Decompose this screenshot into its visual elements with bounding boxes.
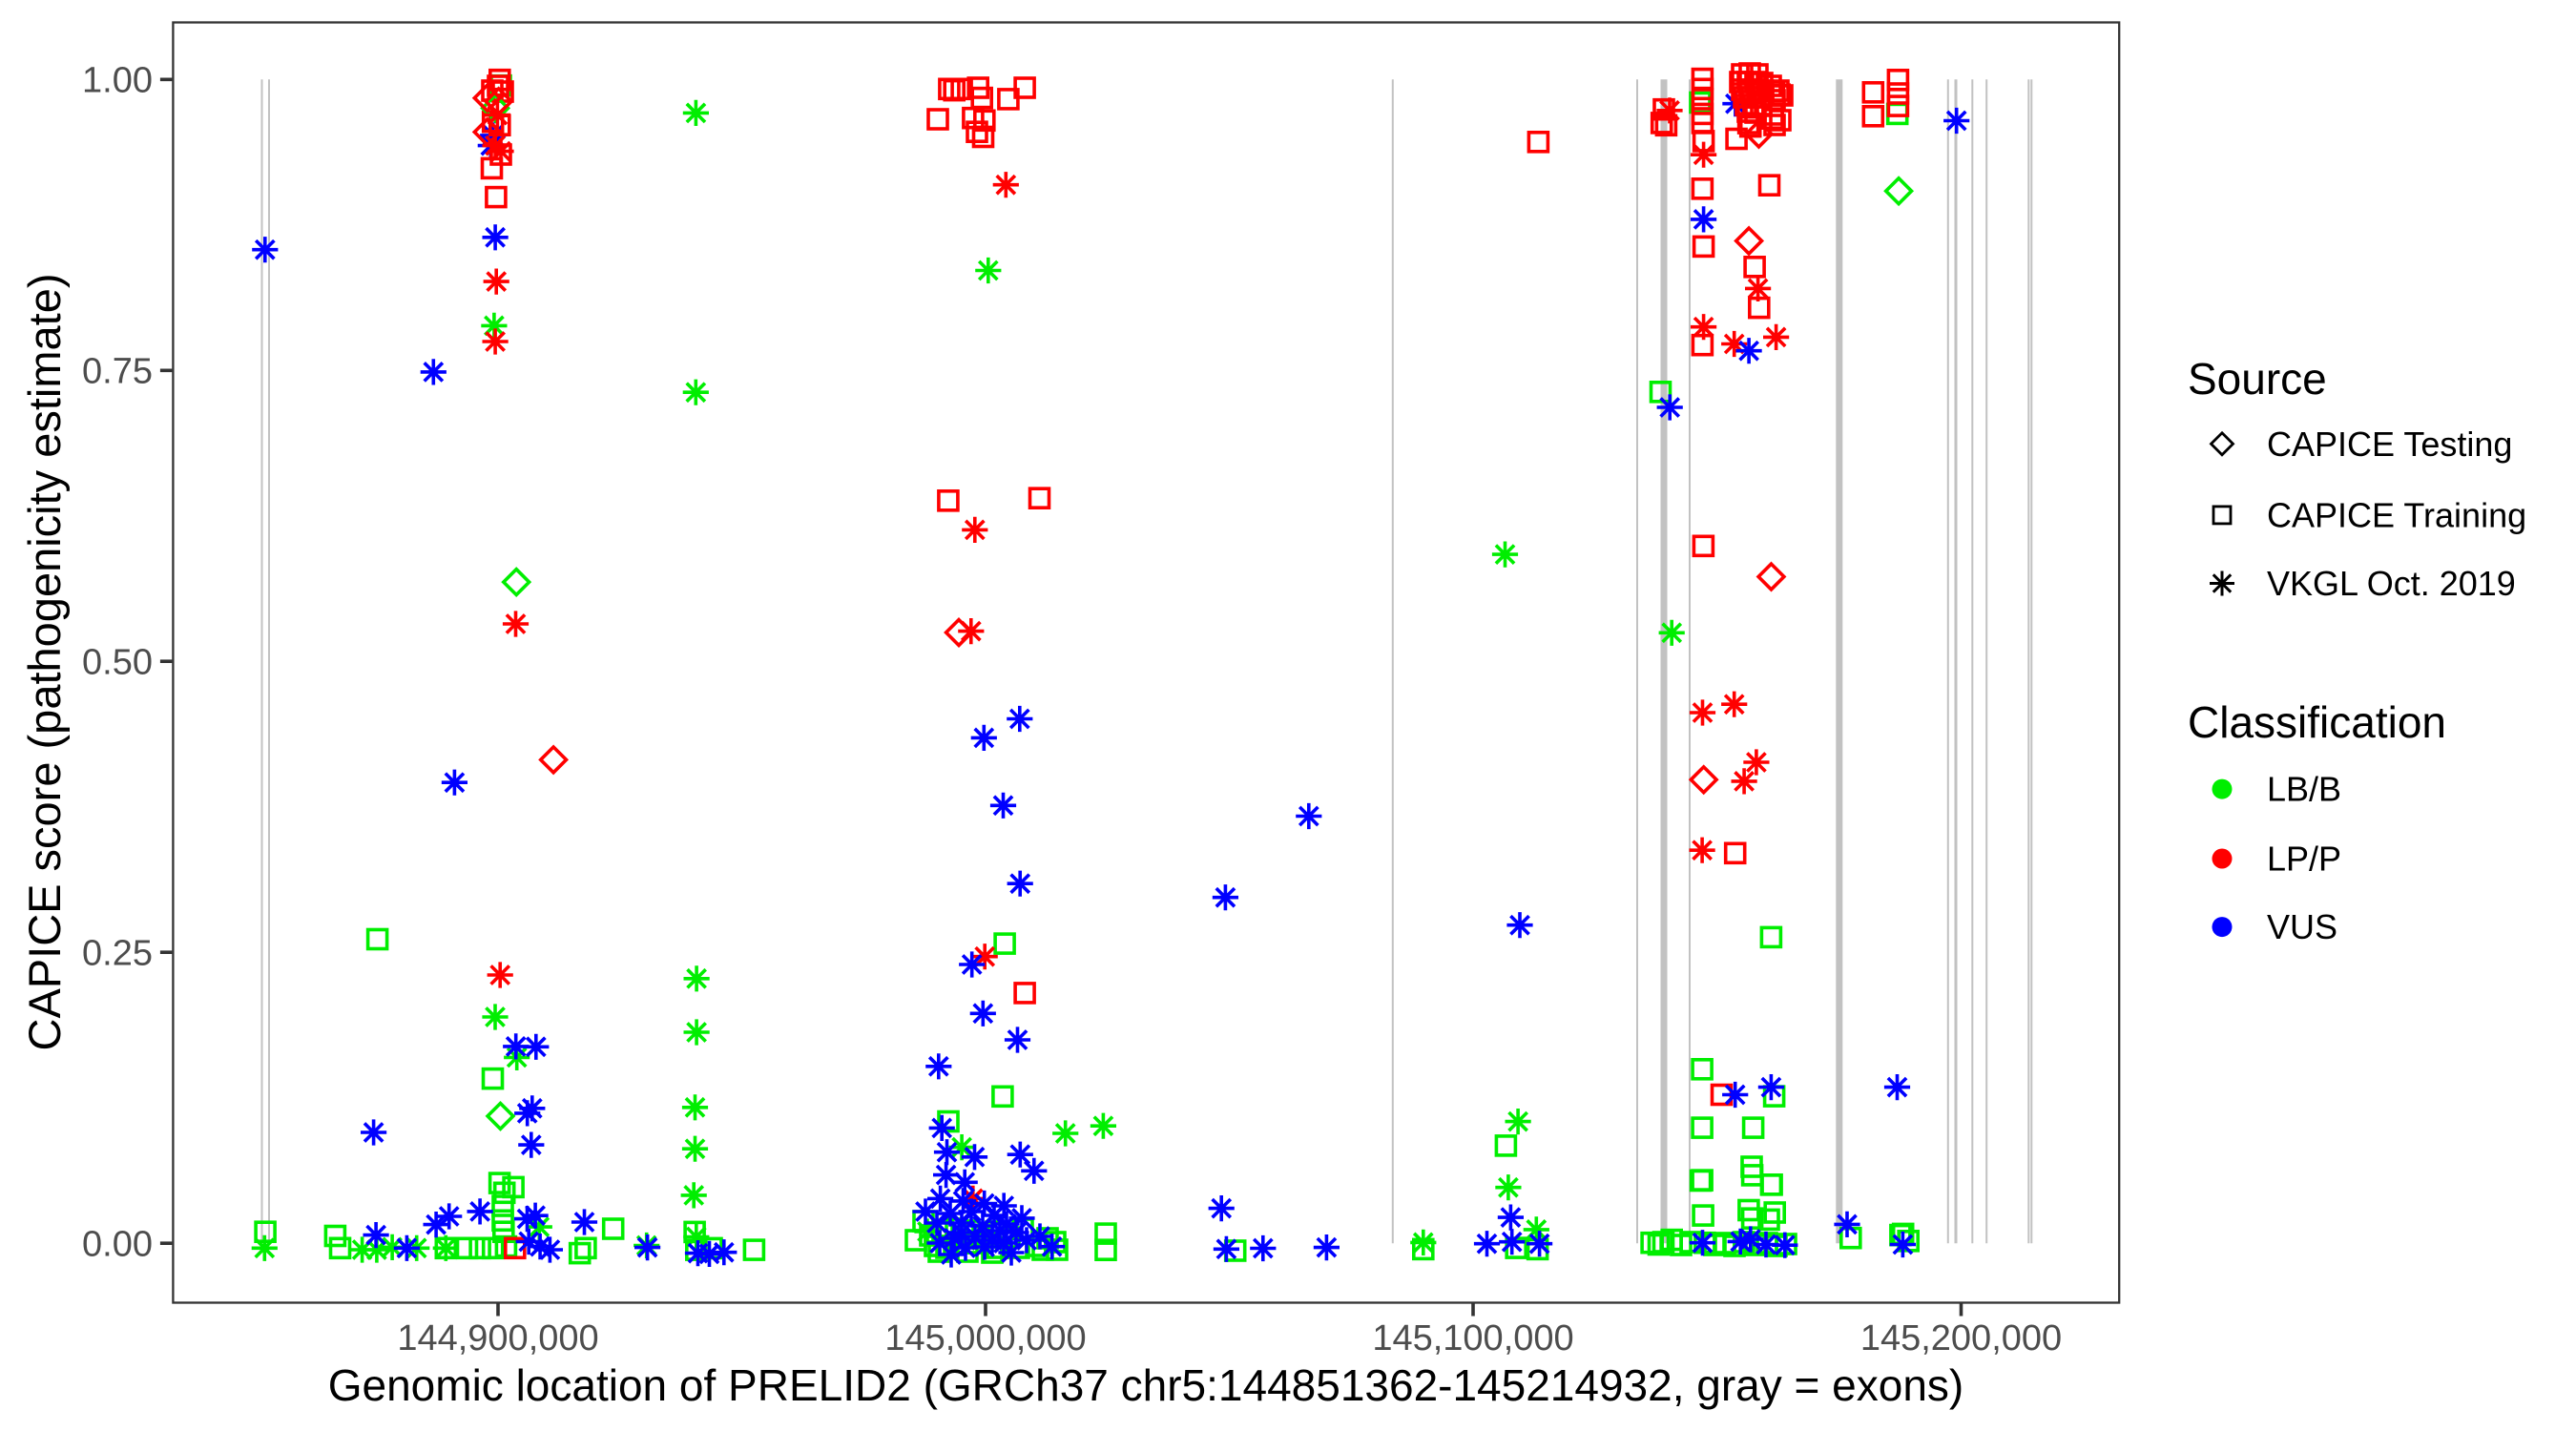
svg-text:0.00: 0.00: [82, 1225, 153, 1265]
svg-text:0.50: 0.50: [82, 643, 153, 683]
svg-text:Classification: Classification: [2188, 697, 2446, 747]
svg-text:LB/B: LB/B: [2267, 770, 2341, 809]
svg-text:145,100,000: 145,100,000: [1372, 1318, 1573, 1358]
svg-text:144,900,000: 144,900,000: [397, 1318, 598, 1358]
svg-text:LP/P: LP/P: [2267, 840, 2341, 879]
svg-text:Source: Source: [2188, 354, 2327, 404]
svg-text:Genomic location of PRELID2 (G: Genomic location of PRELID2 (GRCh37 chr5…: [328, 1360, 1964, 1410]
svg-text:CAPICE score (pathogenicity es: CAPICE score (pathogenicity estimate): [19, 274, 70, 1051]
svg-text:1.00: 1.00: [82, 61, 153, 101]
svg-text:0.25: 0.25: [82, 934, 153, 974]
svg-text:0.75: 0.75: [82, 352, 153, 392]
svg-text:CAPICE Training: CAPICE Training: [2267, 495, 2526, 534]
svg-text:VUS: VUS: [2267, 907, 2337, 946]
svg-text:145,000,000: 145,000,000: [884, 1318, 1086, 1358]
svg-text:VKGL Oct. 2019: VKGL Oct. 2019: [2267, 564, 2516, 603]
svg-text:145,200,000: 145,200,000: [1860, 1318, 2062, 1358]
svg-text:CAPICE Testing: CAPICE Testing: [2267, 425, 2512, 464]
